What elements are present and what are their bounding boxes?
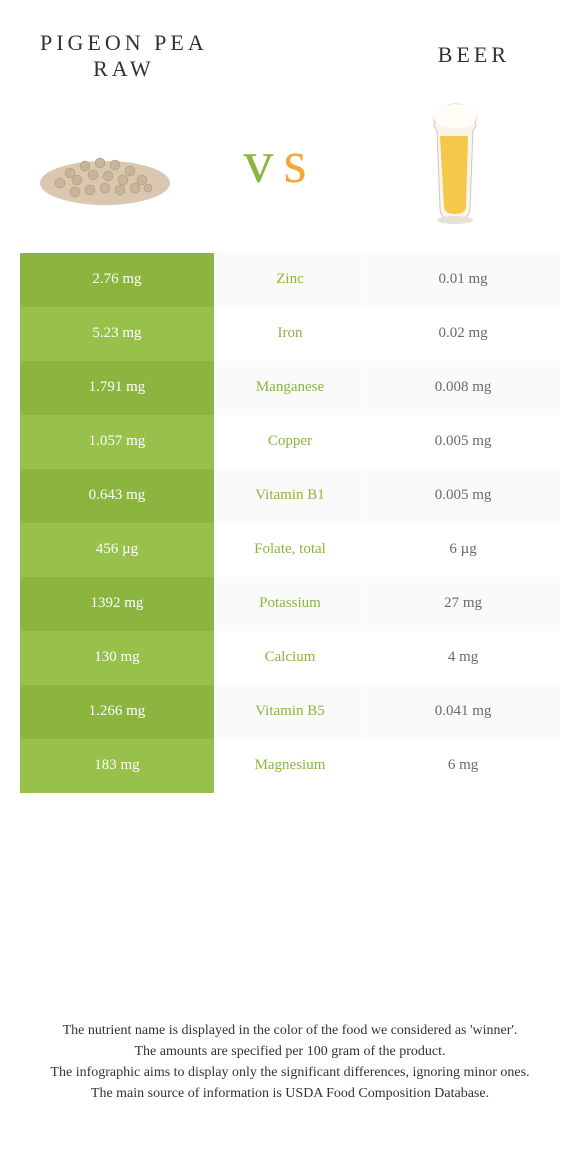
value-right: 0.041 mg	[366, 685, 560, 739]
value-left: 183 mg	[20, 739, 214, 793]
value-left: 5.23 mg	[20, 307, 214, 361]
nutrient-table: 2.76 mgZinc0.01 mg5.23 mgIron0.02 mg1.79…	[20, 253, 560, 793]
table-row: 5.23 mgIron0.02 mg	[20, 307, 560, 361]
food-name-right: Beer	[438, 30, 510, 68]
vs-letter-s: s	[283, 129, 316, 195]
food-name-left-line2: raw	[40, 56, 208, 82]
footer-line-4: The main source of information is USDA F…	[30, 1083, 550, 1104]
nutrient-name: Magnesium	[214, 739, 365, 793]
table-row: 1.266 mgVitamin B50.041 mg	[20, 685, 560, 739]
value-right: 0.01 mg	[366, 253, 560, 307]
food-name-left-line1: Pigeon pea	[40, 30, 208, 56]
value-right: 6 mg	[366, 739, 560, 793]
value-left: 456 µg	[20, 523, 214, 577]
nutrient-name: Calcium	[214, 631, 365, 685]
value-right: 0.005 mg	[366, 415, 560, 469]
vs-label: vs	[243, 128, 316, 197]
nutrient-name: Vitamin B5	[214, 685, 365, 739]
pigeon-pea-image	[30, 103, 180, 223]
footer-notes: The nutrient name is displayed in the co…	[30, 1020, 550, 1104]
value-left: 1.791 mg	[20, 361, 214, 415]
value-left: 1.057 mg	[20, 415, 214, 469]
table-row: 1.057 mgCopper0.005 mg	[20, 415, 560, 469]
table-row: 130 mgCalcium4 mg	[20, 631, 560, 685]
table-row: 456 µgFolate, total6 µg	[20, 523, 560, 577]
nutrient-name: Iron	[214, 307, 365, 361]
value-right: 0.005 mg	[366, 469, 560, 523]
nutrient-name: Folate, total	[214, 523, 365, 577]
table-row: 0.643 mgVitamin B10.005 mg	[20, 469, 560, 523]
food-name-left: Pigeon pea raw	[40, 30, 208, 83]
table-row: 1.791 mgManganese0.008 mg	[20, 361, 560, 415]
footer-line-2: The amounts are specified per 100 gram o…	[30, 1041, 550, 1062]
value-right: 4 mg	[366, 631, 560, 685]
value-right: 6 µg	[366, 523, 560, 577]
value-left: 1392 mg	[20, 577, 214, 631]
vs-row: vs	[20, 93, 560, 253]
value-left: 2.76 mg	[20, 253, 214, 307]
beer-image	[380, 103, 530, 223]
value-right: 0.02 mg	[366, 307, 560, 361]
value-left: 0.643 mg	[20, 469, 214, 523]
value-right: 0.008 mg	[366, 361, 560, 415]
nutrient-name: Zinc	[214, 253, 365, 307]
footer-line-3: The infographic aims to display only the…	[30, 1062, 550, 1083]
value-left: 1.266 mg	[20, 685, 214, 739]
nutrient-name: Manganese	[214, 361, 365, 415]
value-left: 130 mg	[20, 631, 214, 685]
value-right: 27 mg	[366, 577, 560, 631]
footer-line-1: The nutrient name is displayed in the co…	[30, 1020, 550, 1041]
nutrient-name: Potassium	[214, 577, 365, 631]
nutrient-name: Vitamin B1	[214, 469, 365, 523]
nutrient-name: Copper	[214, 415, 365, 469]
vs-letter-v: v	[243, 129, 283, 195]
table-row: 183 mgMagnesium6 mg	[20, 739, 560, 793]
comparison-header: Pigeon pea raw Beer	[20, 20, 560, 93]
table-row: 2.76 mgZinc0.01 mg	[20, 253, 560, 307]
table-row: 1392 mgPotassium27 mg	[20, 577, 560, 631]
